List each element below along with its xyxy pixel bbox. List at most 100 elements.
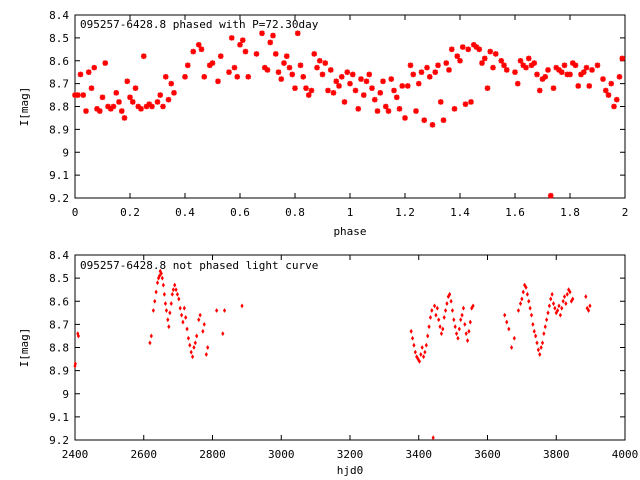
data-point <box>578 71 584 78</box>
data-point <box>369 85 375 91</box>
data-point <box>575 83 582 89</box>
data-point <box>74 92 81 98</box>
data-point <box>528 62 535 69</box>
data-point <box>161 282 165 288</box>
data-point <box>536 87 543 94</box>
data-point <box>556 67 562 73</box>
data-point <box>430 308 434 313</box>
x-tick-label: 2400 <box>62 448 89 461</box>
x-tick-label: 3000 <box>268 448 295 461</box>
data-point <box>454 331 459 337</box>
data-point <box>319 71 326 78</box>
data-point <box>551 301 556 306</box>
data-point <box>80 92 87 98</box>
phased-light-curve-panel: 0 0.2 0.4 0.6 0.8 1 1.2 1.4 1.6 1.8 2 8.4 8.5 8.6 8.7 8… <box>18 9 628 238</box>
data-point <box>531 60 538 66</box>
x-axis-label: phase <box>333 225 366 238</box>
data-point <box>73 363 77 369</box>
y-tick-label: 8.5 <box>49 32 69 45</box>
data-point <box>560 305 564 311</box>
y-tick-label: 8.6 <box>49 55 69 68</box>
y-tick-label: 9.1 <box>49 169 69 182</box>
data-point <box>164 308 169 313</box>
x-tick-label: 0.4 <box>175 206 195 219</box>
data-point <box>153 298 157 304</box>
data-point <box>132 85 139 91</box>
data-point <box>569 298 573 304</box>
data-point <box>352 87 359 94</box>
data-point <box>195 41 202 48</box>
data-point <box>198 312 202 318</box>
data-point <box>594 62 601 69</box>
data-point <box>571 296 575 302</box>
data-point <box>209 60 216 66</box>
data-point <box>547 303 551 309</box>
data-point <box>550 85 557 91</box>
data-point <box>278 76 285 82</box>
data-point <box>201 328 205 334</box>
data-point <box>451 105 458 112</box>
data-point <box>545 67 551 73</box>
data-point <box>151 308 155 313</box>
data-point <box>156 275 161 281</box>
data-point <box>189 349 193 355</box>
data-point <box>165 96 172 103</box>
data-point <box>525 291 529 297</box>
data-point <box>435 62 441 69</box>
data-point <box>567 71 573 78</box>
y-tick-label: 8.9 <box>49 123 69 136</box>
data-point <box>452 317 456 323</box>
chart-title: 095257-6428.8 not phased light curve <box>80 259 318 272</box>
data-point <box>289 71 296 78</box>
data-points <box>73 268 592 441</box>
data-point <box>539 345 543 350</box>
data-point <box>554 310 558 316</box>
data-point <box>76 333 81 339</box>
data-point <box>167 324 171 330</box>
data-point <box>501 62 507 69</box>
data-point <box>173 282 177 288</box>
data-point <box>535 340 539 346</box>
data-point <box>468 319 472 325</box>
data-point <box>523 282 527 288</box>
data-point <box>586 83 593 89</box>
data-point <box>135 103 142 110</box>
data-point <box>445 301 449 306</box>
data-point <box>113 89 120 96</box>
data-point <box>228 35 235 41</box>
data-point <box>366 71 373 78</box>
data-point <box>110 103 117 110</box>
data-point <box>611 103 617 110</box>
data-point <box>545 317 549 323</box>
data-point <box>557 303 561 309</box>
data-point <box>190 48 197 55</box>
data-point <box>561 298 565 304</box>
x-tick-label: 2600 <box>131 448 158 461</box>
data-point <box>237 41 243 48</box>
data-point <box>404 83 411 89</box>
data-point <box>154 289 158 295</box>
data-point <box>589 67 595 73</box>
data-point <box>159 271 163 276</box>
data-point <box>568 289 572 295</box>
data-point <box>431 435 435 441</box>
data-point <box>157 273 162 279</box>
data-point <box>107 105 114 112</box>
data-point <box>174 287 178 293</box>
data-point <box>529 312 534 318</box>
data-point <box>102 60 109 66</box>
x-tick-label: 0.6 <box>230 206 250 219</box>
data-point <box>471 303 475 309</box>
x-tick-label: 3200 <box>337 448 364 461</box>
data-point <box>546 310 550 316</box>
data-point <box>129 99 136 105</box>
data-point <box>358 76 364 82</box>
data-point <box>553 64 560 71</box>
data-point <box>188 342 192 348</box>
axis-ticks: 0 0.2 0.4 0.6 0.8 1 1.2 1.4 1.6 1.8 2 8.4 8.5 8.6 8.7 8… <box>49 9 628 219</box>
data-point <box>182 305 186 311</box>
data-point <box>481 55 488 62</box>
data-point <box>542 331 546 337</box>
data-point <box>360 92 367 98</box>
